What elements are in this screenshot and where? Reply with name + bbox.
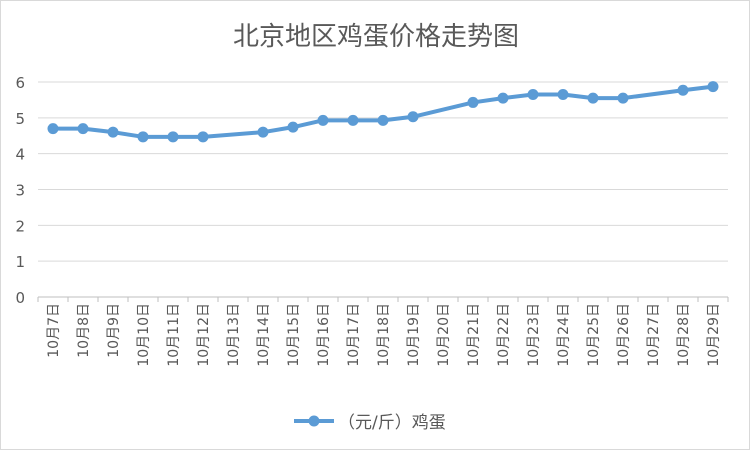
x-tick-label: 10月14日 (256, 303, 272, 367)
x-tick-label: 10月25日 (586, 303, 602, 367)
x-tick-label: 10月23日 (526, 303, 542, 367)
x-tick-label: 10月28日 (676, 303, 692, 367)
x-tick-label: 10月24日 (556, 303, 572, 367)
data-point (497, 92, 509, 104)
x-axis (37, 296, 729, 302)
y-tick-label: 5 (15, 110, 25, 128)
y-tick-label: 4 (15, 146, 25, 164)
x-axis-ticks: 10月7日 10月8日 10月9日 10月10日 10月11日 10月12日 10月13日 1… (46, 303, 722, 367)
y-tick-label: 2 (15, 217, 25, 235)
x-tick-label: 10月29日 (706, 303, 722, 367)
data-point (77, 123, 89, 135)
data-point (587, 92, 599, 104)
x-tick-label: 10月19日 (406, 303, 422, 367)
x-tick-label: 10月9日 (106, 303, 122, 358)
x-tick-label: 10月17日 (346, 303, 362, 367)
data-point (557, 89, 569, 101)
legend: （元/斤）鸡蛋 (294, 413, 446, 433)
legend-marker (308, 415, 320, 427)
x-tick-label: 10月10日 (136, 303, 152, 367)
series-line-group (51, 84, 715, 139)
x-tick-label: 10月18日 (376, 303, 392, 367)
x-tick-label: 10月8日 (76, 303, 92, 358)
data-point (527, 89, 539, 101)
x-tick-label: 10月13日 (226, 303, 242, 367)
series-line (51, 84, 715, 139)
data-point (467, 96, 479, 108)
data-point (407, 111, 419, 123)
x-tick-label: 10月27日 (646, 303, 662, 367)
y-tick-label: 3 (15, 182, 25, 200)
data-point (707, 81, 719, 93)
gridlines (38, 81, 728, 262)
data-point (347, 114, 359, 126)
series-points-group (47, 81, 719, 143)
data-point (617, 92, 629, 104)
y-tick-label: 0 (15, 289, 25, 307)
y-tick-label: 1 (15, 253, 25, 271)
x-tick-label: 10月21日 (466, 303, 482, 367)
data-point (167, 131, 179, 143)
x-tick-label: 10月26日 (616, 303, 632, 367)
data-point (107, 126, 119, 138)
data-point (377, 114, 389, 126)
x-tick-label: 10月7日 (46, 303, 62, 358)
x-tick-label: 10月12日 (196, 303, 212, 367)
data-point (287, 121, 299, 133)
chart-title: 北京地区鸡蛋价格走势图 (233, 22, 519, 52)
data-point (317, 114, 329, 126)
y-axis-ticks: 0 1 2 3 4 5 6 (15, 74, 25, 307)
x-tick-label: 10月16日 (316, 303, 332, 367)
data-point (197, 131, 209, 143)
x-tick-label: 10月15日 (286, 303, 302, 367)
y-tick-label: 6 (15, 74, 25, 92)
data-point (257, 126, 269, 138)
legend-label: （元/斤）鸡蛋 (338, 413, 446, 433)
x-tick-label: 10月20日 (436, 303, 452, 367)
data-point (137, 131, 149, 143)
data-point (47, 123, 59, 135)
x-tick-label: 10月11日 (166, 303, 182, 367)
x-tick-label: 10月22日 (496, 303, 512, 367)
data-point (677, 84, 689, 96)
